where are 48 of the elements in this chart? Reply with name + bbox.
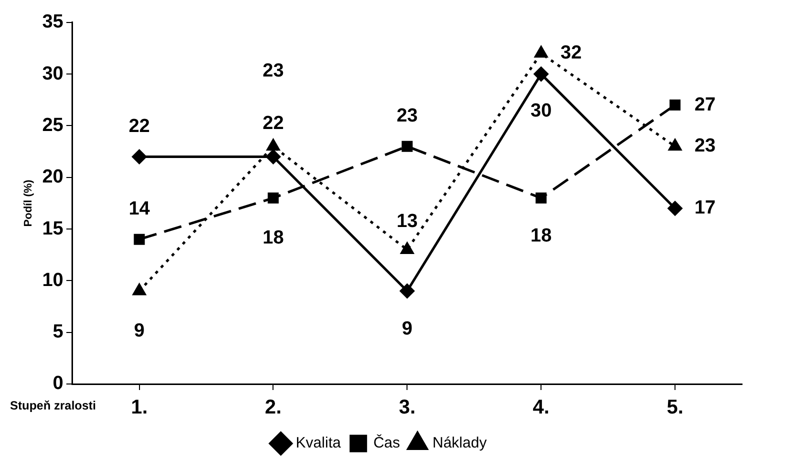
x-tick-label: 4. <box>532 396 550 419</box>
data-label: 23 <box>694 136 716 157</box>
point <box>266 139 280 151</box>
y-tick-label: 0 <box>52 373 64 394</box>
legend-label: Náklady <box>432 434 488 452</box>
point <box>670 100 681 111</box>
point <box>132 284 146 296</box>
y-axis-title: Podíl (%) <box>22 179 35 227</box>
y-tick-label: 20 <box>42 166 64 188</box>
point <box>400 284 414 298</box>
point <box>134 234 145 245</box>
data-label: 22 <box>262 112 284 134</box>
data-label: 23 <box>396 106 418 127</box>
point <box>668 139 682 151</box>
data-label: 18 <box>530 225 552 246</box>
x-tick-label: 1. <box>130 396 148 419</box>
x-tick-label: 3. <box>398 396 416 419</box>
point <box>536 192 547 204</box>
data-label: 32 <box>560 42 582 64</box>
data-label: 14 <box>128 198 150 220</box>
data-label: 9 <box>402 318 412 340</box>
y-tick-label: 30 <box>42 63 64 84</box>
point <box>266 149 280 164</box>
point <box>132 149 147 164</box>
data-label: 30 <box>530 100 552 122</box>
data-label: 23 <box>262 60 284 82</box>
point <box>400 242 414 254</box>
x-tick-label: 5. <box>666 396 684 419</box>
data-label: 18 <box>262 227 284 248</box>
x-tick-label: 2. <box>264 396 282 419</box>
data-label: 17 <box>694 198 716 219</box>
y-tick-label: 5 <box>52 322 64 343</box>
point <box>268 192 279 204</box>
data-label: 13 <box>396 210 418 232</box>
point <box>534 66 548 82</box>
y-tick-label: 25 <box>42 114 64 136</box>
legend-label: Kvalita <box>296 434 342 452</box>
y-tick-label: 35 <box>42 12 64 33</box>
y-tick-label: 10 <box>42 270 64 291</box>
data-label: 22 <box>128 116 150 137</box>
point <box>534 46 548 58</box>
y-tick-label: 15 <box>42 218 64 240</box>
point <box>668 201 682 216</box>
point <box>402 140 413 152</box>
legend-label: Čas <box>373 434 400 452</box>
data-label: 9 <box>134 320 145 342</box>
x-axis-title: Stupeň zralosti <box>10 398 96 412</box>
data-label: 27 <box>694 94 716 116</box>
